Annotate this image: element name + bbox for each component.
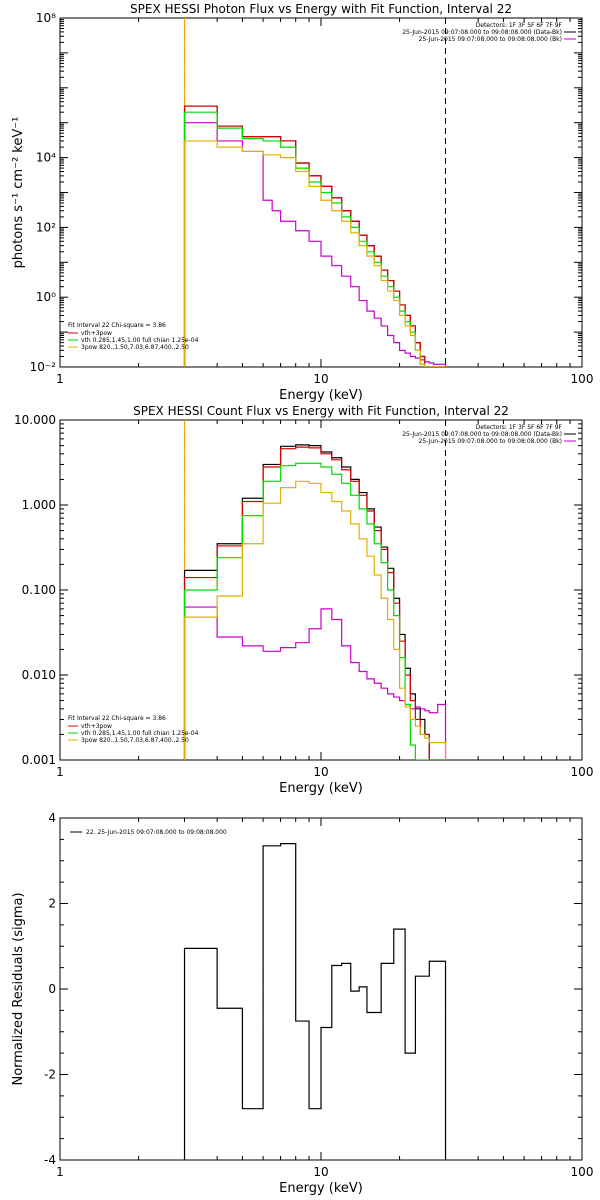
series-line-1 — [183, 105, 446, 367]
x-axis-title: Energy (keV) — [279, 388, 363, 403]
y-tick-label: 0.001 — [22, 753, 56, 767]
legend-label-top-right: 25-Jun-2015 09:07:08.000 to 09:08:08.000… — [402, 431, 562, 438]
plot-area — [183, 843, 447, 1160]
fit-annotation: Fit Interval 22 Chi-square = 3.86 — [68, 322, 166, 329]
legend-label-bottom-left: 3pow 820.,1.50,7.03,6.87,400.,2.50 — [81, 737, 189, 744]
series-line-2 — [183, 122, 447, 367]
x-axis-title: Energy (keV) — [279, 1181, 363, 1196]
plot-area — [183, 18, 447, 367]
chart-panel-2: SPEX HESSI Count Flux vs Energy with Fit… — [14, 404, 593, 796]
x-axis-title: Energy (keV) — [279, 781, 363, 796]
y-tick-label: 10⁴ — [36, 151, 56, 165]
chart-title: SPEX HESSI Count Flux vs Energy with Fit… — [133, 404, 509, 418]
legend-label-bottom-left: vth+3pow — [81, 723, 112, 730]
series-line-5 — [183, 480, 447, 760]
series-line-4 — [183, 462, 446, 760]
legend-label-bottom-left: vth 0.285,1.45,1.00 full chian 1.25e-04 — [81, 730, 199, 737]
series-line-2 — [183, 606, 447, 760]
y-tick-label: 0.100 — [22, 583, 56, 597]
x-tick-label: 10 — [313, 1165, 328, 1179]
legend-label-bottom-left: vth+3pow — [81, 330, 112, 337]
chart-panel-3: 1 10 100 -4 -2 0 2 4 Energy (keV) Normalized Resi… — [11, 811, 593, 1196]
x-tick-label: 1 — [56, 372, 64, 386]
legend-label-bottom-left: 3pow 820.,1.50,7.03,6.87,400.,2.50 — [81, 344, 189, 351]
y-tick-label: 10² — [36, 220, 56, 234]
x-tick-label: 100 — [571, 1165, 594, 1179]
x-tick-label: 10 — [313, 765, 328, 779]
x-tick-label: 100 — [571, 372, 594, 386]
y-tick-label: 1.000 — [22, 498, 56, 512]
fit-annotation: Fit Interval 22 Chi-square = 3.86 — [68, 715, 166, 722]
legend-label-top-right: 25-Jun-2015 09:07:08.000 to 09:08:08.000… — [419, 438, 562, 445]
y-tick-label: 0 — [48, 982, 56, 996]
y-tick-label: 10⁻² — [30, 360, 57, 374]
series-line-5 — [183, 140, 446, 367]
legend-label-bottom-left: vth 0.285,1.45,1.00 full chian 1.25e-04 — [81, 337, 199, 344]
plot-area — [183, 420, 447, 760]
y-tick-label: -4 — [44, 1153, 56, 1167]
y-axis-title: Normalized Residuals (sigma) — [11, 892, 26, 1085]
legend-label-top-right: 25-Jun-2015 09:07:08.000 to 09:08:08.000… — [419, 36, 562, 43]
legend-label-top-right: Detectors: 1F 3F 5F 6F 7F 9F — [476, 22, 563, 29]
legend-label: 22. 25-Jun-2015 09:07:08.000 to 09:08:08… — [86, 829, 227, 836]
y-tick-label: 10.000 — [14, 413, 56, 427]
plot-frame — [59, 419, 583, 761]
y-tick-label: 4 — [48, 811, 56, 825]
y-tick-label: 2 — [48, 897, 56, 911]
series-line-3 — [183, 105, 446, 367]
series-line-1 — [183, 444, 446, 760]
series-line-4 — [183, 111, 446, 367]
legend-label-top-right: Detectors: 1F 3F 5F 6F 7F 9F — [476, 424, 563, 431]
legend-label-top-right: 25-Jun-2015 09:07:08.000 to 09:08:08.000… — [402, 29, 562, 36]
chart-title: SPEX HESSI Photon Flux vs Energy with Fi… — [130, 2, 512, 16]
y-tick-label: -2 — [44, 1068, 56, 1082]
y-tick-label: 10⁰ — [36, 290, 56, 304]
series-line-3 — [183, 446, 446, 760]
y-tick-label: 10⁸ — [36, 11, 56, 25]
series-line-0 — [183, 843, 447, 1160]
x-tick-label: 1 — [56, 1165, 64, 1179]
chart-panel-1: SPEX HESSI Photon Flux vs Energy with Fi… — [11, 2, 593, 403]
x-tick-label: 1 — [56, 765, 64, 779]
y-tick-label: 0.010 — [22, 668, 56, 682]
x-tick-label: 10 — [313, 372, 328, 386]
x-tick-label: 100 — [571, 765, 594, 779]
y-axis-title: photons s⁻¹ cm⁻² keV⁻¹ — [11, 117, 26, 269]
